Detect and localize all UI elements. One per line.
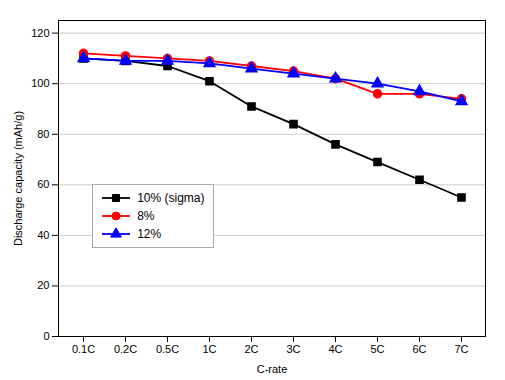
html-text:12%: 12% [137,226,162,241]
svg-text:120: 120 [31,27,49,39]
svg-text:20: 20 [37,279,49,291]
svg-text:5C: 5C [370,343,384,355]
svg-text:80: 80 [37,128,49,140]
svg-text:4C: 4C [328,343,342,355]
html-text:10% (sigma): 10% (sigma) [137,190,205,205]
svg-text:7C: 7C [454,343,468,355]
svg-text:Discharge capacity (mAh/g): Discharge capacity (mAh/g) [12,111,24,246]
html-text:8%: 8% [137,208,155,223]
svg-text:0: 0 [43,330,49,342]
svg-text:2C: 2C [244,343,258,355]
svg-text:40: 40 [37,229,49,241]
svg-text:60: 60 [37,178,49,190]
svg-text:3C: 3C [286,343,300,355]
svg-text:0.1C: 0.1C [72,343,95,355]
svg-text:100: 100 [31,77,49,89]
svg-text:0.2C: 0.2C [114,343,137,355]
svg-text:0.5C: 0.5C [156,343,179,355]
svg-text:6C: 6C [412,343,426,355]
svg-text:C-rate: C-rate [257,363,288,375]
svg-text:1C: 1C [202,343,216,355]
